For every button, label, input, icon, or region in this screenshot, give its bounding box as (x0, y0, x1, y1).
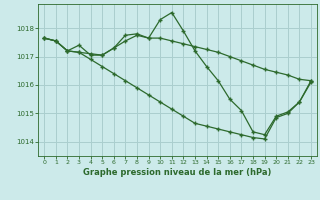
X-axis label: Graphe pression niveau de la mer (hPa): Graphe pression niveau de la mer (hPa) (84, 168, 272, 177)
